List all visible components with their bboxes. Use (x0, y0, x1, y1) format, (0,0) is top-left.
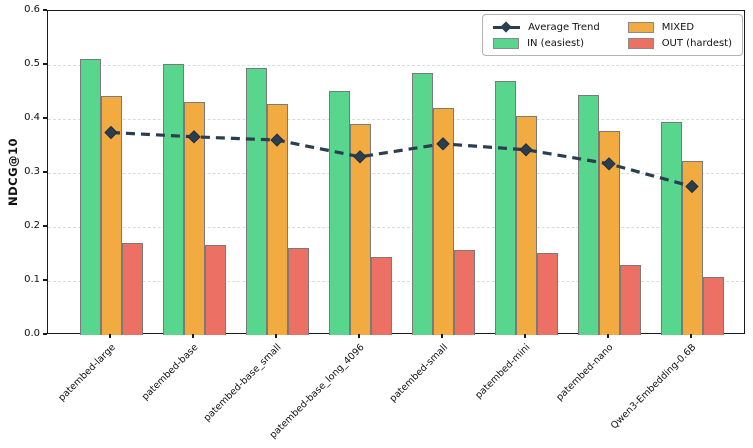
legend: Average Trend IN (easiest) MIXED OUT (harde… (482, 14, 743, 56)
grid-line (48, 227, 744, 228)
legend-item-in-easiest: IN (easiest) (493, 38, 600, 49)
y-tick-mark (43, 171, 47, 173)
y-tick-mark (43, 279, 47, 281)
y-tick-label: 0.2 (24, 220, 40, 231)
bar-in-easiest-patembed-large (79, 59, 101, 335)
x-tick-label-patembed-base_small: patembed-base_small (201, 342, 284, 424)
x-tick-label-patembed-mini: patembed-mini (473, 342, 533, 402)
bar-in-easiest-Qwen3-Embedding-0.6B (660, 122, 682, 335)
bar-out-hardest-Qwen3-Embedding-0.6B (702, 276, 724, 335)
y-tick-label: 0.6 (24, 4, 40, 15)
bar-out-hardest-patembed-large (121, 242, 143, 335)
y-tick-label: 0.0 (24, 328, 40, 339)
x-tick-mark (690, 334, 692, 338)
bar-out-hardest-patembed-mini (536, 253, 558, 335)
bar-mixed-patembed-large (100, 96, 122, 335)
x-tick-label-patembed-base: patembed-base (140, 342, 201, 403)
bar-in-easiest-patembed-mini (494, 80, 516, 335)
y-tick-mark (43, 225, 47, 227)
grid-line (48, 281, 744, 282)
bar-in-easiest-patembed-small (411, 73, 433, 335)
trend-diamond-marker (602, 157, 616, 171)
average-trend-line (104, 125, 699, 194)
legend-item-average-trend: Average Trend (493, 21, 600, 33)
x-tick-mark (441, 334, 443, 338)
y-tick-label: 0.3 (24, 166, 40, 177)
trend-diamond-marker (104, 125, 118, 140)
trend-diamond-marker (270, 133, 284, 147)
legend-item-mixed: MIXED (627, 21, 732, 33)
x-tick-mark (275, 334, 277, 338)
bar-out-hardest-patembed-base_small (287, 247, 309, 335)
y-tick-mark (43, 117, 47, 119)
bar-in-easiest-patembed-base_small (245, 68, 267, 335)
y-tick-mark (43, 63, 47, 65)
x-tick-mark (109, 334, 111, 338)
y-tick-label: 0.5 (24, 58, 40, 69)
legend-label: OUT (hardest) (661, 38, 732, 49)
trend-diamond-marker (436, 137, 450, 151)
legend-item-out-hardest: OUT (hardest) (627, 38, 732, 49)
bar-mixed-Qwen3-Embedding-0.6B (681, 160, 703, 335)
bar-out-hardest-patembed-small (453, 249, 475, 335)
grid-line (48, 119, 744, 120)
bar-in-easiest-patembed-base (162, 64, 184, 335)
y-tick-label: 0.4 (24, 112, 40, 123)
y-tick-label: 0.1 (24, 274, 40, 285)
x-tick-label-patembed-base_long_4096: patembed-base_long_4096 (267, 342, 367, 441)
bar-mixed-patembed-base_small (266, 104, 288, 335)
bar-in-easiest-patembed-base_long_4096 (328, 90, 350, 335)
x-tick-label-patembed-small: patembed-small (387, 342, 450, 405)
bar-mixed-patembed-base (183, 101, 205, 335)
legend-label: IN (easiest) (527, 38, 585, 49)
legend-color-patch-icon (493, 38, 520, 49)
bar-out-hardest-patembed-base_long_4096 (370, 256, 392, 335)
bar-in-easiest-patembed-nano (577, 95, 599, 335)
x-tick-label-Qwen3-Embedding-0.6B: Qwen3-Embedding-0.6B (609, 342, 699, 432)
trend-diamond-marker (353, 150, 367, 164)
bar-out-hardest-patembed-base (204, 244, 226, 335)
x-tick-label-patembed-nano: patembed-nano (554, 342, 616, 404)
bar-mixed-patembed-base_long_4096 (349, 124, 371, 335)
plot-area (47, 10, 745, 335)
bar-mixed-patembed-nano (598, 131, 620, 335)
bar-out-hardest-patembed-nano (619, 265, 641, 335)
grid-line (48, 173, 744, 174)
legend-color-patch-icon (627, 21, 654, 33)
grid-line (48, 65, 744, 66)
x-tick-mark (358, 334, 360, 338)
legend-label: Average Trend (528, 21, 600, 33)
x-tick-mark (192, 334, 194, 338)
x-tick-label-patembed-large: patembed-large (56, 342, 118, 404)
trend-line-diamond-icon (493, 21, 521, 33)
bar-mixed-patembed-small (432, 108, 454, 335)
bar-mixed-patembed-mini (515, 115, 537, 335)
legend-color-patch-icon (627, 38, 654, 49)
y-tick-mark (43, 9, 47, 11)
y-tick-mark (43, 333, 47, 335)
trend-diamond-marker (187, 130, 201, 144)
x-tick-mark (607, 334, 609, 338)
x-tick-mark (524, 334, 526, 338)
legend-label: MIXED (661, 21, 695, 33)
trend-diamond-marker (519, 143, 533, 157)
trend-diamond-marker (685, 179, 699, 194)
